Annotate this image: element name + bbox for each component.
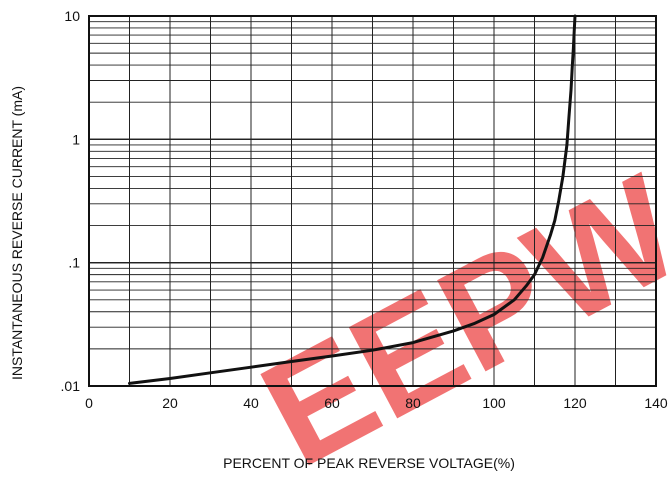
x-tick-label: 0 bbox=[85, 395, 93, 411]
x-tick-label: 40 bbox=[243, 395, 259, 411]
y-tick-label: .01 bbox=[61, 378, 81, 394]
y-tick-label: .1 bbox=[68, 255, 80, 271]
x-tick-label: 100 bbox=[482, 395, 506, 411]
plot-grid bbox=[88, 15, 657, 387]
y-axis-title: INSTANTANEOUS REVERSE CURRENT (mA) bbox=[9, 86, 25, 380]
y-tick-label: 1 bbox=[72, 131, 80, 147]
x-tick-label: 20 bbox=[162, 395, 178, 411]
plot-frame bbox=[88, 15, 657, 387]
y-tick-label: 10 bbox=[64, 8, 80, 24]
x-tick-label: 80 bbox=[405, 395, 421, 411]
x-tick-label: 60 bbox=[324, 395, 340, 411]
series-line bbox=[128, 14, 577, 385]
x-axis-ticks: 0 20 40 60 80 100 120 140 bbox=[85, 395, 668, 411]
x-tick-label: 140 bbox=[644, 395, 668, 411]
x-tick-label: 120 bbox=[563, 395, 587, 411]
x-axis-title: PERCENT OF PEAK REVERSE VOLTAGE(%) bbox=[223, 455, 515, 471]
y-axis-ticks: .01 .1 1 10 bbox=[61, 8, 81, 394]
data-series bbox=[128, 14, 577, 385]
